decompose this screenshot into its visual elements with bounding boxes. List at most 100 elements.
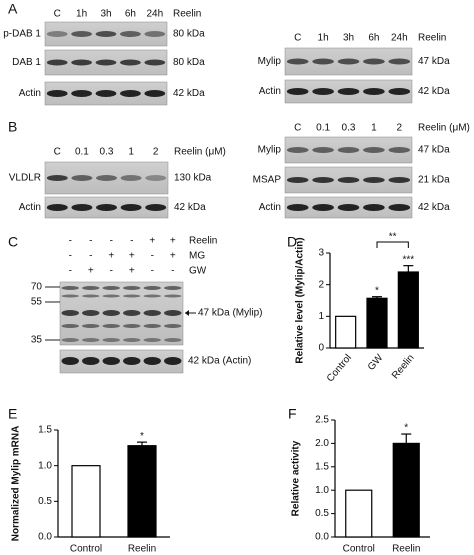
- band: [102, 324, 120, 328]
- band: [120, 204, 142, 211]
- band: [82, 338, 100, 342]
- condition-sign: -: [69, 236, 72, 247]
- marker-label: 70: [31, 282, 43, 293]
- condition-sign: -: [69, 251, 72, 262]
- y-tick-label: 1.0: [38, 460, 52, 471]
- lane-label: 1: [128, 147, 134, 158]
- band: [120, 59, 141, 66]
- band: [337, 204, 360, 211]
- band: [286, 177, 309, 183]
- y-axis-label: Relative level (Mylip/Actin): [295, 237, 306, 363]
- band: [95, 90, 117, 97]
- x-tick-label: Control: [325, 353, 354, 385]
- size-label: 42 kDa: [173, 88, 205, 99]
- lane-label: 0.1: [75, 147, 89, 158]
- band: [95, 59, 117, 66]
- band: [102, 357, 120, 365]
- band: [388, 58, 411, 65]
- band: [123, 294, 141, 298]
- band: [96, 175, 117, 181]
- condition-sign: -: [89, 236, 92, 247]
- y-tick-label: 1.5: [38, 425, 52, 436]
- treatment-label: Reelin (μM): [418, 123, 470, 134]
- y-tick-label: 3: [318, 248, 324, 259]
- band: [312, 88, 334, 95]
- band: [102, 294, 120, 298]
- panel-letter: F: [288, 406, 297, 422]
- band: [82, 310, 100, 316]
- band: [388, 177, 411, 183]
- band-label: 47 kDa (Mylip): [198, 308, 262, 319]
- band: [71, 204, 93, 211]
- y-tick-label: 2.5: [315, 415, 329, 426]
- panel-letter: D: [287, 234, 297, 250]
- band: [143, 357, 161, 365]
- band: [46, 204, 68, 211]
- marker-label: 35: [31, 335, 43, 346]
- band: [123, 338, 141, 342]
- band: [388, 204, 411, 211]
- band: [102, 286, 120, 290]
- band: [61, 294, 79, 298]
- significance: **: [389, 232, 397, 243]
- size-label: 47 kDa: [418, 145, 450, 156]
- condition-sign: -: [69, 266, 72, 277]
- band: [95, 31, 117, 37]
- band: [123, 310, 141, 316]
- condition-sign: +: [170, 251, 176, 262]
- band: [82, 324, 100, 328]
- y-axis-label: Relative activity: [291, 440, 302, 516]
- band: [61, 338, 79, 342]
- significance: *: [140, 431, 144, 442]
- condition-label: GW: [189, 266, 207, 277]
- band: [71, 175, 93, 181]
- band-label: 42 kDa (Actin): [188, 356, 251, 367]
- condition-sign: +: [88, 266, 94, 277]
- condition-sign: -: [89, 251, 92, 262]
- band: [102, 310, 120, 316]
- condition-sign: -: [130, 236, 133, 247]
- band: [144, 90, 166, 97]
- lane-label: 0.3: [342, 123, 356, 134]
- lane-label: 1h: [76, 9, 87, 20]
- band: [61, 357, 79, 365]
- lane-label: 2: [153, 147, 159, 158]
- y-tick-label: 0.5: [38, 496, 52, 507]
- band: [143, 324, 161, 328]
- lane-label: 3h: [100, 9, 111, 20]
- condition-sign: -: [110, 236, 113, 247]
- band: [312, 58, 334, 65]
- significance-bracket: [376, 241, 409, 248]
- significance: ***: [402, 254, 414, 265]
- condition-label: Reelin: [189, 236, 217, 247]
- size-label: 21 kDa: [418, 175, 450, 186]
- row-label: VLDLR: [9, 173, 41, 184]
- band: [337, 177, 360, 183]
- band: [164, 338, 182, 342]
- lane-label: 24h: [391, 33, 408, 44]
- row-label: Mylip: [258, 145, 282, 156]
- row-label: Actin: [19, 202, 41, 213]
- bar: [392, 442, 420, 538]
- blot: [59, 281, 184, 346]
- band: [71, 31, 92, 37]
- size-label: 80 kDa: [173, 57, 205, 68]
- arrow-head: [185, 310, 189, 316]
- panel-letter: B: [8, 119, 17, 135]
- lane-label: 6h: [368, 33, 379, 44]
- band: [120, 90, 141, 97]
- band: [123, 324, 141, 328]
- condition-sign: -: [171, 266, 174, 277]
- lane-label: C: [54, 147, 61, 158]
- row-label: MSAP: [253, 175, 282, 186]
- row-label: Actin: [19, 88, 41, 99]
- band: [82, 294, 100, 298]
- band: [144, 59, 166, 66]
- band: [46, 31, 68, 37]
- panel-letter: E: [8, 406, 17, 422]
- band: [46, 59, 68, 66]
- band: [143, 286, 161, 290]
- band: [145, 175, 167, 181]
- lane-label: C: [54, 9, 61, 20]
